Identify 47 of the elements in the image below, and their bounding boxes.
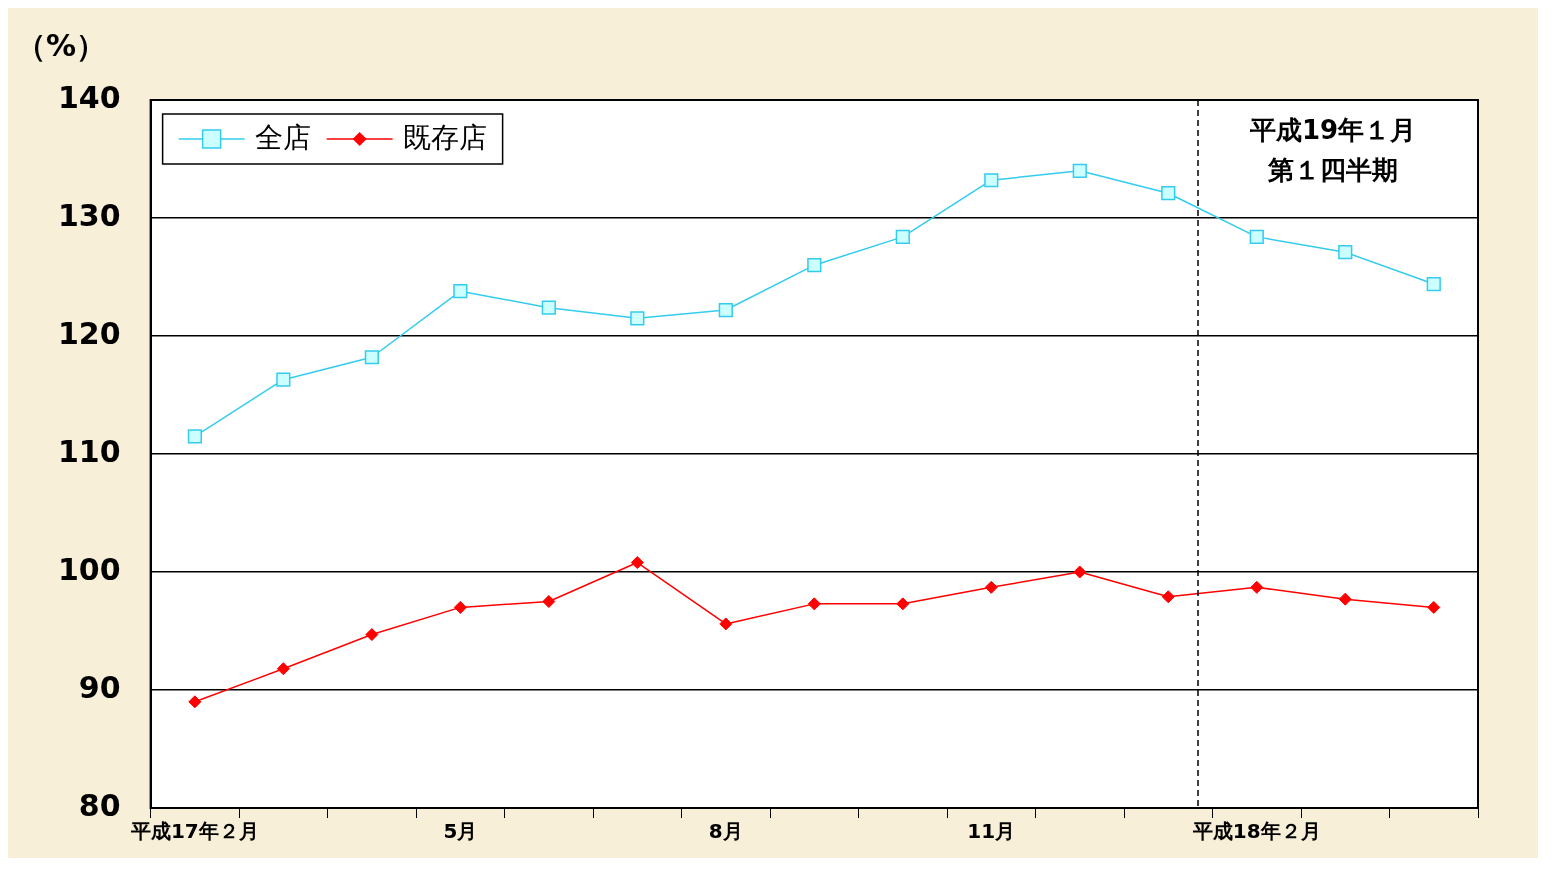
y-axis-title: （%） (16, 27, 107, 63)
point (453, 600, 467, 614)
point (187, 429, 202, 444)
x-tick-label: 平成18年２月 (1191, 819, 1321, 844)
point (1250, 580, 1264, 594)
point (1338, 592, 1352, 606)
y-tick-label: 120 (58, 315, 121, 351)
point (1072, 163, 1087, 178)
point (541, 300, 556, 315)
point (1161, 186, 1176, 201)
point (807, 258, 822, 273)
annotation: 平成19年１月 (1248, 114, 1417, 145)
y-tick-label: 130 (58, 197, 121, 233)
point (984, 173, 999, 188)
y-tick-label: 100 (58, 551, 121, 587)
point (718, 302, 733, 318)
point (1427, 600, 1441, 614)
point (276, 372, 291, 387)
point (984, 580, 998, 594)
legend-label: 既存店 (402, 121, 487, 155)
point (276, 662, 290, 676)
point (807, 597, 821, 611)
point (188, 695, 202, 709)
y-tick-label: 90 (78, 669, 121, 705)
point (895, 229, 910, 244)
x-tick-label: 平成17年２月 (129, 819, 259, 844)
point (1161, 590, 1175, 604)
point (542, 595, 556, 608)
point (453, 284, 468, 299)
point (719, 617, 733, 631)
y-tick-label: 110 (58, 433, 121, 469)
point (1338, 245, 1353, 260)
point (630, 311, 645, 326)
legend-label: 全店 (254, 121, 311, 155)
point (364, 350, 379, 365)
point (365, 628, 379, 642)
y-tick-label: 140 (58, 79, 121, 115)
x-tick-label: 11月 (967, 819, 1016, 844)
y-tick-label: 80 (78, 787, 121, 823)
point (1426, 276, 1441, 292)
point (1073, 565, 1087, 579)
point (630, 556, 644, 570)
annotation: 第１四半期 (1267, 154, 1398, 185)
x-tick-label: 5月 (443, 819, 478, 844)
point (1249, 229, 1264, 244)
point (896, 597, 910, 611)
x-tick-label: 8月 (708, 819, 743, 844)
